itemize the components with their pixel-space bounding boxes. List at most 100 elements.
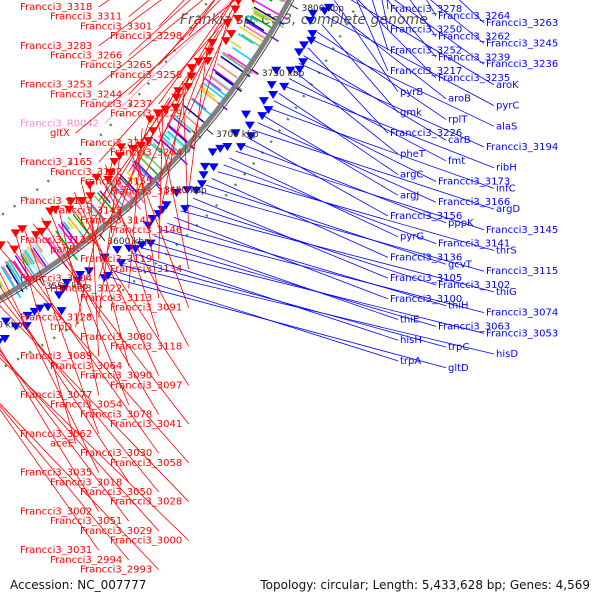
gene-label-minus: Francci3_3239 xyxy=(438,52,510,63)
gene-label-leader xyxy=(0,353,159,532)
gene-label-leader xyxy=(0,296,160,493)
plus-strand-gene xyxy=(226,30,237,39)
gene-label-leader xyxy=(155,113,190,269)
minus-strand-gene xyxy=(22,311,33,320)
feature-stripe xyxy=(239,26,267,45)
gene-label-leader xyxy=(98,89,177,240)
feature-stripe xyxy=(214,71,243,93)
genome-backbone xyxy=(0,0,293,302)
gene-label-leader xyxy=(0,350,130,522)
gene-label-leader xyxy=(333,0,399,93)
gene-label-plus: Francci3_3002 xyxy=(20,506,92,517)
feature-stripe xyxy=(0,279,8,294)
feature-stripe xyxy=(251,7,277,23)
gene-label-minus: argC xyxy=(400,170,423,181)
gene-label-leader xyxy=(180,210,495,293)
minus-strand-gene xyxy=(298,58,309,67)
gene-label-leader xyxy=(57,205,100,396)
feature-stripe xyxy=(222,51,235,61)
minus-strand-gene xyxy=(298,41,309,50)
gene-label-leader xyxy=(128,0,221,95)
feature-stripe xyxy=(210,74,232,91)
gene-label-leader xyxy=(0,357,189,541)
gene-label-minus: Francci3_3262 xyxy=(438,32,510,43)
gene-label-plus: Francci3_3244 xyxy=(50,89,122,100)
gene-label-plus: Francci3_3318 xyxy=(20,2,92,13)
gc-skew-ring-outer xyxy=(0,0,211,218)
gene-label-leader xyxy=(49,211,130,405)
gene-label-leader xyxy=(188,0,234,76)
plus-strand-gene xyxy=(84,181,95,190)
gene-label-leader xyxy=(104,0,233,124)
minus-strand-gene xyxy=(307,9,318,18)
minus-strand-gene xyxy=(285,66,296,75)
gene-label-plus: Francci3_3146 xyxy=(110,225,182,236)
feature-stripe xyxy=(6,261,21,284)
gene-label-leader xyxy=(356,0,389,72)
feature-stripe xyxy=(174,115,192,132)
gene-label-minus: Francci3_3264 xyxy=(438,11,510,22)
gene-label-leader xyxy=(293,70,399,155)
plus-strand-gene xyxy=(105,168,116,177)
gene-label-plus: Francci3_3152 xyxy=(20,196,92,207)
gene-label-leader xyxy=(430,0,485,44)
minus-strand-gene xyxy=(208,163,219,172)
feature-stripe xyxy=(142,150,163,171)
gene-label-leader xyxy=(97,171,190,347)
minus-strand-gene xyxy=(263,106,274,115)
gene-label-leader xyxy=(317,31,447,120)
gene-label-plus: Francci3_3041 xyxy=(110,419,182,430)
gene-label-plus: Francci3_3058 xyxy=(110,458,182,469)
feature-stripe xyxy=(153,138,161,145)
gene-label-leader xyxy=(394,0,485,65)
feature-stripe xyxy=(159,134,180,153)
minus-strand-gene xyxy=(171,188,182,197)
gene-label-leader xyxy=(160,229,485,313)
gene-label-leader xyxy=(105,164,160,337)
feature-stripe xyxy=(253,11,269,22)
gene-label-leader xyxy=(134,135,160,299)
feature-stripe xyxy=(250,14,275,31)
feature-stripe xyxy=(26,245,40,264)
feature-stripe xyxy=(62,220,71,230)
minus-strand-gene xyxy=(266,81,277,90)
feature-stripe xyxy=(126,171,145,191)
gene-label-plus: Francci3_3119 xyxy=(80,254,152,265)
gene-label-plus: Francci3_3054 xyxy=(50,400,122,411)
kbp-tick xyxy=(290,4,299,10)
gene-label-leader xyxy=(158,4,236,143)
minus-strand-gene xyxy=(53,291,64,300)
gene-label-minus: ribH xyxy=(496,163,517,174)
plus-strand-gene xyxy=(128,145,139,154)
feature-stripe xyxy=(151,144,162,154)
gene-label-leader xyxy=(381,0,389,30)
gene-label-leader xyxy=(105,275,447,369)
gene-label-leader xyxy=(6,240,160,454)
gene-label-minus: gmk xyxy=(400,108,422,119)
gene-label-leader xyxy=(257,122,437,203)
feature-stripe xyxy=(48,237,64,258)
gene-label-leader xyxy=(0,285,130,483)
minus-strand-gene xyxy=(306,36,317,45)
gene-label-minus: rplT xyxy=(448,114,468,125)
gene-label-minus: Francci3_3250 xyxy=(390,25,462,36)
gene-label-leader xyxy=(158,0,234,105)
gene-label-leader xyxy=(75,97,170,250)
gene-label-leader xyxy=(199,191,485,272)
gene-label-leader xyxy=(223,164,437,244)
feature-stripe xyxy=(204,77,222,92)
gene-label-leader xyxy=(140,247,485,334)
gene-label-plus: Francci3_3097 xyxy=(110,380,182,391)
feature-stripe xyxy=(6,260,19,279)
minus-strand-gene xyxy=(305,16,316,25)
gene-label-plus: Francci3_3266 xyxy=(50,51,122,62)
plus-strand-gene xyxy=(251,0,256,4)
gene-label-plus: Francci3_3165 xyxy=(20,157,92,168)
feature-stripe xyxy=(268,0,273,2)
feature-stripe xyxy=(202,81,225,100)
minus-strand-gene xyxy=(199,162,210,171)
feature-stripe xyxy=(230,40,242,49)
gene-label-plus: Francci3_3237 xyxy=(80,99,152,110)
gene-label-leader xyxy=(357,0,437,79)
